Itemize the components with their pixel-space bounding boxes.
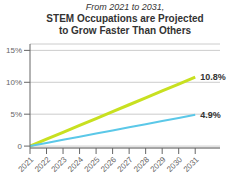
svg-text:2031: 2031 [182, 155, 201, 174]
svg-text:2025: 2025 [83, 155, 102, 174]
html-text:STEM Occupations are Projected: STEM Occupations are Projected to Grow F… [46, 13, 204, 36]
svg-text:2021: 2021 [16, 155, 35, 174]
svg-text:2029: 2029 [149, 155, 168, 174]
html-text:From 2021 to 2031,: From 2021 to 2031, [85, 2, 165, 12]
svg-text:2028: 2028 [132, 155, 151, 174]
svg-text:4.9%: 4.9% [200, 110, 221, 120]
svg-text:15%: 15% [8, 46, 22, 55]
svg-text:2026: 2026 [99, 155, 118, 174]
svg-text:10%: 10% [8, 78, 22, 87]
svg-text:5%: 5% [10, 110, 22, 119]
svg-text:0: 0 [18, 142, 23, 151]
svg-text:2027: 2027 [116, 155, 135, 174]
svg-text:2024: 2024 [66, 155, 85, 174]
svg-text:10.8%: 10.8% [200, 72, 226, 82]
svg-text:2022: 2022 [33, 155, 52, 174]
svg-text:2023: 2023 [50, 155, 69, 174]
svg-text:2030: 2030 [165, 155, 184, 174]
